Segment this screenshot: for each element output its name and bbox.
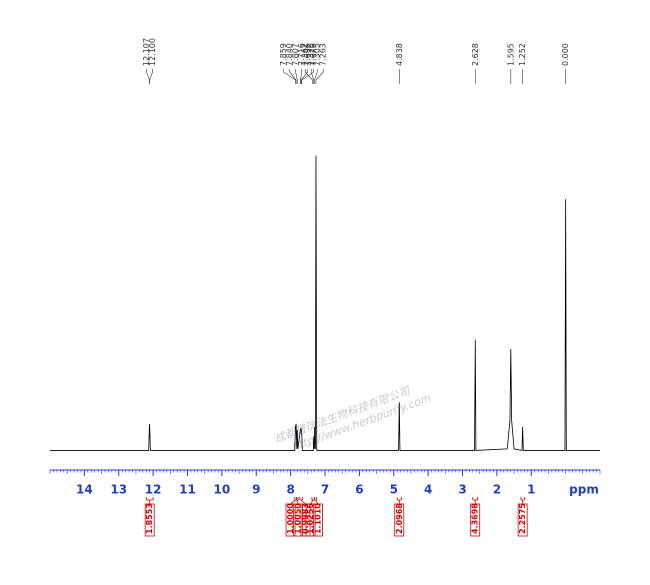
- integral-label: 1.0050: [294, 503, 303, 534]
- integral-box: [470, 503, 481, 537]
- integral-label: 4.3698: [471, 503, 480, 534]
- peak-label: 7.305: [313, 43, 322, 66]
- peak-leader: [300, 69, 302, 84]
- peak-label: 0.000: [561, 43, 570, 66]
- x-tick-label: 1: [527, 483, 535, 497]
- integral-label: 1.1010: [314, 503, 323, 534]
- integral-box: [517, 503, 528, 537]
- peak-leader: [283, 69, 296, 84]
- peak-label: 7.362: [301, 43, 310, 66]
- integral-label: 1.8553: [145, 503, 154, 534]
- integral-box: [293, 503, 303, 537]
- peak-leader: [304, 69, 313, 84]
- x-tick-label: 13: [110, 483, 127, 497]
- x-tick-label: 14: [76, 483, 93, 497]
- peak-label: 7.807: [291, 43, 300, 66]
- peak-label: 12.107: [142, 38, 151, 66]
- peak-label: 7.696: [303, 43, 312, 66]
- integral-label: 0.9983: [301, 503, 310, 534]
- peak-label: 2.628: [471, 43, 480, 66]
- integral-leader: [315, 499, 319, 505]
- x-axis-label: ppm: [569, 483, 599, 497]
- peak-label: 7.676: [309, 43, 318, 66]
- x-tick-label: 3: [458, 483, 466, 497]
- x-tick-label: 8: [286, 483, 294, 497]
- integral-label: 1.0000: [286, 503, 295, 534]
- integral-label: 1.0256: [306, 503, 315, 534]
- integral-box: [300, 503, 311, 537]
- peak-label: 12.100: [148, 38, 157, 66]
- peak-label: 1.252: [518, 43, 527, 66]
- x-tick-label: 2: [493, 483, 501, 497]
- peak-leader: [315, 69, 324, 84]
- peak-leader: [310, 69, 315, 84]
- integral-leader: [290, 499, 296, 505]
- x-tick-label: 11: [179, 483, 196, 497]
- integral-leader: [300, 499, 306, 505]
- integral-leader: [310, 499, 314, 505]
- integral-box: [305, 503, 316, 537]
- x-tick-label: 4: [424, 483, 432, 497]
- peak-label: 1.595: [506, 43, 515, 66]
- spectrum-line: [50, 155, 600, 451]
- peak-leader: [295, 69, 298, 84]
- peak-leader: [314, 69, 318, 84]
- x-tick-label: 10: [214, 483, 231, 497]
- integral-box: [313, 503, 323, 537]
- peak-leader: [149, 69, 153, 84]
- integral-label: 2.2575: [518, 503, 527, 534]
- peak-label: 7.840: [285, 43, 294, 66]
- x-tick-label: 6: [355, 483, 363, 497]
- x-tick-label: 12: [145, 483, 162, 497]
- integral-leader: [296, 499, 299, 505]
- peak-label: 7.716: [297, 43, 306, 66]
- peak-label: 7.326: [307, 43, 316, 66]
- x-tick-label: 7: [321, 483, 329, 497]
- x-tick-label: 5: [390, 483, 398, 497]
- integral-box: [285, 503, 296, 537]
- peak-leader: [146, 69, 150, 84]
- peak-label: 4.838: [395, 43, 404, 66]
- integral-box: [394, 503, 405, 537]
- peak-label: 7.263: [319, 43, 328, 66]
- peak-leader: [301, 69, 314, 84]
- peak-leader: [300, 69, 308, 84]
- peak-label: 7.859: [279, 43, 288, 66]
- integral-box: [144, 503, 155, 537]
- integral-label: 2.0968: [395, 503, 404, 534]
- x-tick-label: 9: [252, 483, 260, 497]
- peak-leader: [289, 69, 297, 84]
